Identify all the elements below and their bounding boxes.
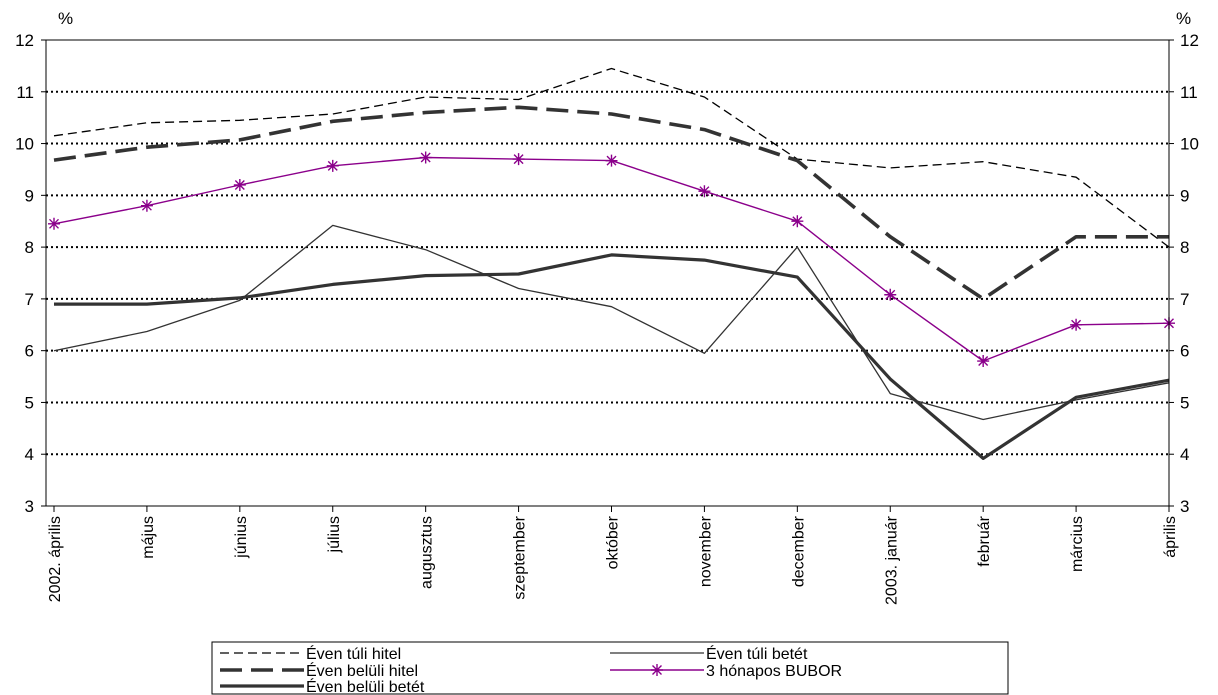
right-y-unit: % [1176,9,1191,28]
star-marker [48,217,60,230]
left-y-tick-label: 4 [25,445,34,464]
left-y-tick-label: 8 [25,238,34,257]
series-2 [54,253,1170,460]
star-marker [419,151,432,164]
right-y-tick-label: 5 [1180,393,1189,412]
right-y-tick-label: 4 [1180,445,1189,464]
legend-item: Éven túli hitel [220,644,401,663]
legend-label: Éven belüli hitel [306,661,418,680]
left-y-axis: 3 4 5 6 7 8 9 10 11 12 [15,31,46,516]
legend: Éven túli hitel Éven túli betét Éven belül… [220,644,842,695]
x-tick-label: november [697,515,714,587]
star-marker [233,178,246,191]
star-marker [605,154,618,167]
star-marker [1070,318,1083,331]
star-marker [977,355,990,368]
series-line [53,224,1170,421]
star-marker [140,199,153,212]
legend-item: Éven belüli hitel [220,661,418,680]
legend-box [211,641,1009,695]
left-y-tick-label: 5 [25,393,34,412]
star-marker [698,185,711,198]
x-tick-label: december [790,515,807,587]
legend-label: Éven túli betét [706,644,808,663]
x-axis: 2002. április május június július augusztus s… [47,506,1179,605]
left-y-tick-label: 3 [25,497,34,516]
left-y-tick-label: 12 [15,31,34,50]
right-y-tick-label: 6 [1180,342,1189,361]
left-y-tick-label: 11 [16,83,34,102]
left-y-tick-label: 10 [15,135,34,154]
right-y-tick-label: 8 [1180,238,1189,257]
x-tick-label: február [976,515,993,566]
left-y-tick-label: 9 [25,186,34,205]
x-tick-label: június [233,516,250,559]
x-tick-label: október [605,515,622,569]
legend-label: 3 hónapos BUBOR [706,663,842,680]
series-1 [53,105,1169,301]
series-0 [53,67,1170,248]
series-lines [48,67,1175,460]
series-line [54,253,1170,460]
star-marker [651,664,663,676]
x-tick-label: május [140,516,157,559]
plot-area-frame [45,39,1170,507]
x-tick-label: 2003. január [883,515,900,605]
right-y-tick-label: 11 [1180,83,1198,102]
series-line [53,105,1169,301]
star-marker [326,159,339,172]
series-line [53,156,1170,362]
legend-item: Éven túli betét [610,644,808,663]
x-tick-label: április [1162,516,1179,558]
x-tick-label: augusztus [419,516,436,589]
left-y-tick-label: 6 [25,342,34,361]
star-marker [791,215,804,228]
left-y-unit: % [58,9,73,28]
right-y-tick-label: 10 [1180,135,1199,154]
star-marker [884,288,897,301]
legend-item: Éven belüli betét [220,677,425,695]
series-3 [53,224,1170,421]
gridlines [46,90,1169,456]
right-y-tick-label: 9 [1180,186,1189,205]
right-y-tick-label: 12 [1180,31,1199,50]
left-y-tick-label: 7 [25,290,34,309]
legend-label: Éven belüli betét [306,677,425,695]
series-line [53,67,1170,248]
right-y-axis: 3 4 5 6 7 8 9 10 11 12 [1169,31,1199,516]
star-marker [512,153,525,166]
series-4 [48,151,1175,368]
x-tick-label: március [1069,516,1086,572]
legend-item: 3 hónapos BUBOR [610,663,842,680]
x-tick-label: 2002. április [47,516,64,602]
x-tick-label: szeptember [512,515,529,599]
right-y-tick-label: 3 [1180,497,1189,516]
right-y-tick-label: 7 [1180,290,1189,309]
legend-label: Éven túli hitel [306,644,401,663]
x-tick-label: július [326,516,343,553]
